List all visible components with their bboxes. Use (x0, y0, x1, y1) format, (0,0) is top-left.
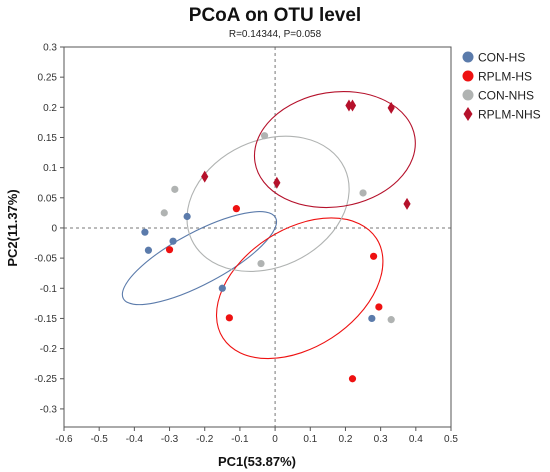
point-rplm-hs (165, 246, 174, 254)
x-tick-label: -0.5 (91, 434, 109, 445)
y-tick-label: -0.25 (34, 374, 57, 385)
legend-item-rplm-hs: RPLM-HS (462, 70, 532, 84)
legend-item-con-nhs: CON-NHS (462, 89, 534, 103)
x-tick-label: -0.1 (231, 434, 249, 445)
chart-title: PCoA on OTU level (189, 5, 361, 26)
ellipse-con-hs (121, 211, 278, 306)
point-rplm-hs (232, 205, 240, 213)
y-tick-label: -0.05 (34, 254, 57, 265)
plot-frame (63, 46, 452, 428)
y-tick-label: -0.1 (40, 284, 58, 295)
x-tick-label: 0.3 (374, 434, 388, 445)
legend-label: RPLM-HS (478, 70, 532, 84)
legend-diamond-marker (463, 107, 473, 121)
point-con-hs (183, 212, 191, 221)
point-rplm-nhs (273, 176, 281, 189)
point-con-hs (169, 237, 177, 245)
legend-label: CON-HS (478, 51, 525, 65)
point-rplm-nhs (201, 170, 209, 183)
point-rplm-hs (370, 252, 378, 260)
legend: CON-HS RPLM-HS CON-NHS RPLM-NHS (462, 51, 541, 122)
point-rplm-nhs (403, 197, 411, 210)
axes: -0.6 -0.5 -0.4 -0.3 -0.2 -0.1 0 0.1 0.2 0.3 0.4 0.5… (34, 43, 458, 446)
y-tick-label: -0.15 (34, 314, 57, 325)
y-axis-label: PC2(11.37%) (5, 189, 20, 266)
confidence-ellipses (121, 90, 416, 360)
legend-circle-marker (462, 70, 474, 82)
ellipse-rplm-hs (215, 217, 384, 360)
y-tick-label: -0.2 (40, 344, 58, 355)
y-tick-label: 0.15 (38, 133, 58, 144)
x-tick-label: -0.2 (196, 434, 214, 445)
y-tick-label: 0.2 (43, 103, 57, 114)
x-tick-label: 0.5 (444, 434, 458, 445)
point-rplm-hs (348, 375, 357, 383)
legend-label: RPLM-NHS (478, 108, 541, 122)
point-rplm-nhs (348, 99, 357, 112)
point-con-hs (218, 284, 226, 292)
x-tick-label: 0.4 (409, 434, 423, 445)
x-tick-label: 0 (272, 434, 278, 445)
x-tick-label: -0.6 (55, 434, 73, 445)
point-con-nhs (359, 189, 367, 197)
x-tick-label: -0.4 (126, 434, 144, 445)
point-con-hs (368, 314, 376, 323)
legend-item-rplm-nhs: RPLM-NHS (463, 107, 541, 122)
legend-circle-marker (462, 89, 474, 101)
x-axis-label: PC1(53.87%) (218, 454, 296, 469)
point-con-nhs (387, 316, 395, 324)
point-con-hs (141, 228, 149, 236)
ellipse-rplm-nhs (253, 90, 416, 209)
zero-lines (64, 47, 451, 427)
point-rplm-nhs (387, 101, 395, 114)
point-con-nhs (160, 209, 168, 217)
point-con-nhs (257, 259, 265, 268)
point-rplm-hs (375, 303, 383, 311)
chart-subtitle: R=0.14344, P=0.058 (229, 29, 322, 40)
point-con-nhs (171, 185, 179, 193)
point-rplm-hs (225, 314, 233, 322)
y-tick-label: 0 (51, 223, 57, 234)
x-tick-label: 0.2 (339, 434, 353, 445)
y-tick-label: 0.3 (43, 43, 57, 54)
y-tick-label: 0.05 (38, 193, 58, 204)
x-tick-label: -0.3 (161, 434, 179, 445)
y-tick-label: 0.1 (43, 163, 57, 174)
legend-item-con-hs: CON-HS (462, 51, 525, 65)
y-tick-label: 0.25 (38, 73, 58, 84)
legend-label: CON-NHS (478, 89, 534, 103)
ellipse-con-nhs (186, 135, 350, 272)
x-tick-label: 0.1 (303, 434, 317, 445)
y-tick-label: -0.3 (40, 404, 58, 415)
point-con-hs (144, 246, 153, 254)
point-con-nhs (260, 132, 269, 140)
data-points (141, 99, 411, 383)
legend-circle-marker (462, 51, 474, 63)
